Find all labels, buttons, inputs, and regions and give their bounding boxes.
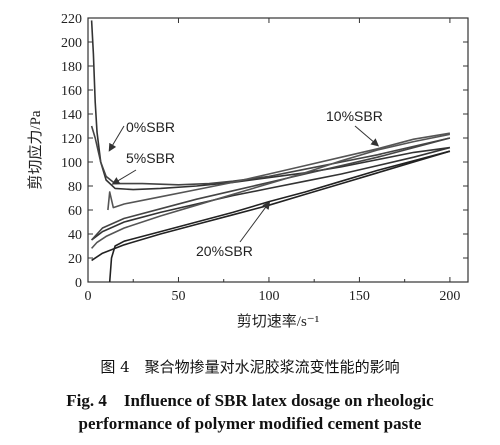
y-tick-label: 180 [61, 60, 82, 75]
plot-frame [87, 17, 469, 283]
series-line-10pct-sbr-up [91, 133, 451, 249]
series-line-5pct-sbr-up [90, 125, 451, 186]
y-tick-label: 160 [61, 84, 82, 99]
y-tick-label: 60 [68, 204, 82, 219]
y-tick-label: 0 [75, 276, 82, 291]
axes: 0 50 100 150 200 0 20 40 60 80 100 120 140 160 180 200 2… [61, 12, 469, 304]
y-axis-title: 剪切应力/Pa [26, 110, 44, 190]
y-tick-label: 120 [61, 132, 82, 147]
series-line-5pct-sbr-down [91, 137, 451, 241]
x-tick-label: 150 [349, 289, 370, 304]
series-label-0pct-sbr: 0%SBR [126, 119, 175, 135]
labels-layer: 0%SBR 5%SBR 10%SBR 20%SBR [108, 108, 383, 259]
x-tick-label: 0 [85, 289, 92, 304]
series-label-20pct-sbr: 20%SBR [196, 243, 253, 259]
x-tick-label: 200 [439, 289, 460, 304]
y-tick-label: 200 [61, 36, 82, 51]
x-tick-label: 100 [258, 289, 279, 304]
y-tick-label: 80 [68, 180, 82, 195]
series-line-0pct-sbr-up [90, 20, 451, 191]
series-label-10pct-sbr: 10%SBR [326, 108, 383, 124]
leader-arrow-5pct-sbr [111, 169, 137, 185]
series-line-20pct-sbr-down [91, 150, 451, 262]
leader-arrow-0pct-sbr [108, 125, 125, 152]
caption-chinese: 图 4 聚合物掺量对水泥胶浆流变性能的影响 [100, 358, 400, 376]
caption-english-line1: Fig. 4 Influence of SBR latex dosage on … [66, 391, 434, 410]
y-tick-label: 140 [61, 108, 82, 123]
series-layer [90, 20, 451, 283]
x-tick-label: 50 [171, 289, 185, 304]
rheology-chart: 0 50 100 150 200 0 20 40 60 80 100 120 140 160 180 200 2… [26, 12, 469, 330]
series-line-0pct-sbr-down [91, 146, 451, 241]
leader-arrow-10pct-sbr [354, 125, 380, 147]
y-tick-label: 220 [61, 12, 82, 27]
caption-english-line2: performance of polymer modified cement p… [78, 414, 422, 433]
y-tick-label: 40 [68, 228, 82, 243]
series-line-20pct-sbr-up [108, 150, 451, 283]
leader-arrow-20pct-sbr [239, 201, 271, 243]
x-axis-title: 剪切速率/s⁻¹ [237, 313, 319, 330]
series-line-10pct-sbr-down [107, 132, 451, 211]
y-tick-label: 100 [61, 156, 82, 171]
series-label-5pct-sbr: 5%SBR [126, 150, 175, 166]
y-tick-label: 20 [68, 252, 82, 267]
